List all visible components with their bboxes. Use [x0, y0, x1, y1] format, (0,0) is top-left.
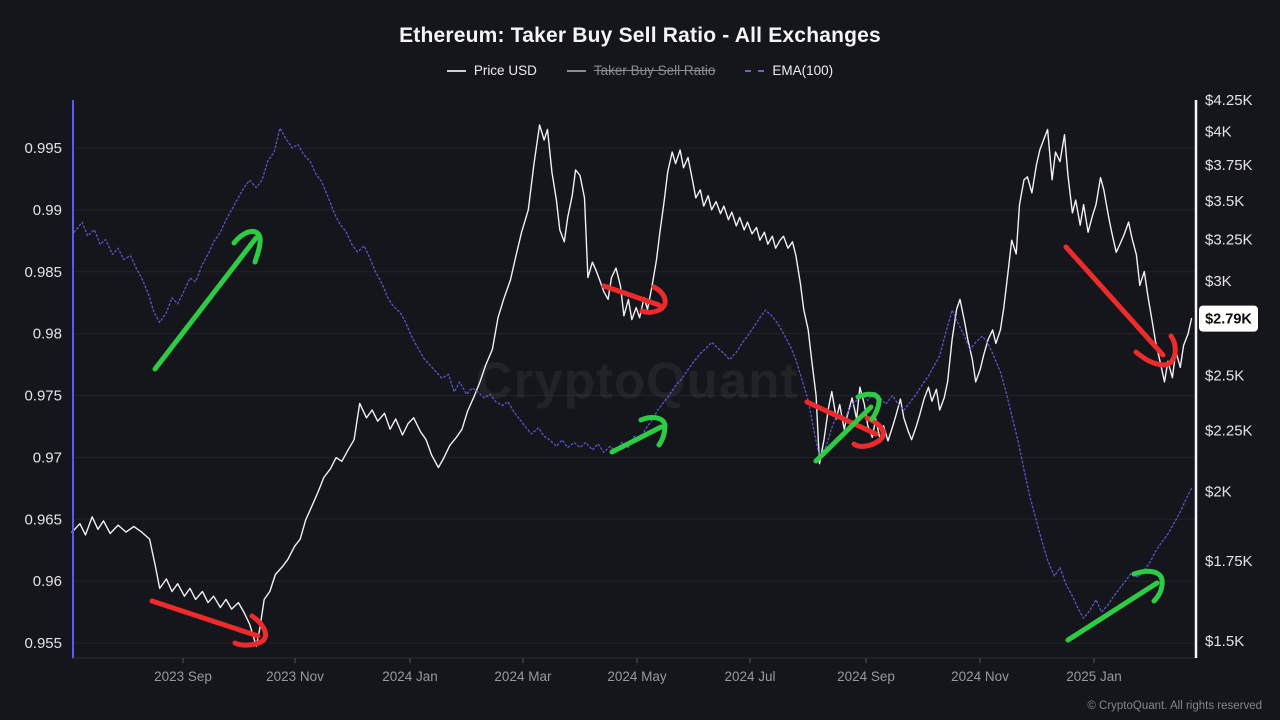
right-axis-label-$2.25K: $2.25K	[1205, 422, 1253, 439]
chart-title: Ethereum: Taker Buy Sell Ratio - All Exc…	[399, 24, 881, 47]
legend-swatch-ema-100	[745, 69, 765, 72]
x-axis-label-2025 Jan: 2025 Jan	[1066, 669, 1122, 684]
right-axis-label-$2K: $2K	[1205, 484, 1232, 501]
uptrend-arrow-4	[1065, 568, 1165, 643]
right-axis-label-$3.5K: $3.5K	[1205, 193, 1244, 210]
downtrend-arrow-3	[804, 399, 886, 449]
legend-item-taker-buy-sell-ratio[interactable]: Taker Buy Sell Ratio	[566, 63, 716, 78]
left-axis-label-0.99: 0.99	[33, 202, 62, 219]
right-axis-label-$3.25K: $3.25K	[1205, 231, 1253, 248]
left-axis-label-0.985: 0.985	[24, 264, 62, 281]
downtrend-arrow-2	[601, 283, 668, 315]
current-price-tag	[1199, 305, 1258, 332]
right-axis-label-$4.25K: $4.25K	[1205, 92, 1253, 109]
x-axis-label-2023 Sep: 2023 Sep	[154, 669, 212, 684]
legend-swatch-price-usd	[446, 69, 466, 72]
legend-label-ema-100: EMA(100)	[772, 63, 834, 78]
x-axis-label-2023 Nov: 2023 Nov	[266, 669, 324, 684]
ema-line	[73, 127, 1193, 619]
x-axis-label-2024 Mar: 2024 Mar	[494, 669, 552, 684]
legend-label-taker-buy-sell-ratio: Taker Buy Sell Ratio	[593, 63, 716, 78]
downtrend-arrow-4	[1063, 244, 1178, 368]
right-axis-label-$1.5K: $1.5K	[1205, 633, 1244, 650]
left-axis-label-0.965: 0.965	[24, 511, 62, 528]
uptrend-arrow-1	[152, 228, 263, 372]
x-axis-label-2024 Nov: 2024 Nov	[951, 669, 1009, 684]
right-axis-label-$3K: $3K	[1205, 273, 1232, 290]
right-axis-label-$1.75K: $1.75K	[1205, 553, 1253, 570]
left-axis-label-0.955: 0.955	[24, 635, 62, 652]
left-axis-label-0.98: 0.98	[33, 326, 62, 343]
right-axis-label-$2.5K: $2.5K	[1205, 368, 1244, 385]
left-axis-label-0.975: 0.975	[24, 388, 62, 405]
price-line	[71, 124, 1193, 647]
legend-swatch-taker-buy-sell-ratio	[566, 69, 586, 72]
x-axis-label-2024 Sep: 2024 Sep	[837, 669, 895, 684]
x-axis-label-2024 Jul: 2024 Jul	[724, 669, 775, 684]
legend-label-price-usd: Price USD	[473, 63, 537, 78]
uptrend-arrow-3	[813, 391, 882, 464]
right-axis-label-$3.75K: $3.75K	[1205, 157, 1253, 174]
legend: Price USD Taker Buy Sell Ratio EMA(100)	[0, 63, 1280, 78]
left-axis-label-0.96: 0.96	[33, 573, 62, 590]
watermark: CryptoQuant	[476, 352, 799, 409]
legend-item-ema-100[interactable]: EMA(100)	[745, 63, 833, 78]
current-price-tag-label: $2.79K	[1205, 312, 1252, 328]
legend-item-price-usd[interactable]: Price USD	[446, 63, 537, 78]
downtrend-arrow-1	[149, 598, 269, 648]
x-axis-label-2024 Jan: 2024 Jan	[382, 669, 438, 684]
x-axis-label-2024 May: 2024 May	[607, 669, 667, 684]
copyright-text: © CryptoQuant. All rights reserved	[1087, 700, 1262, 712]
left-axis-label-0.97: 0.97	[33, 449, 62, 466]
uptrend-arrow-2	[609, 415, 668, 455]
left-axis-label-0.995: 0.995	[24, 140, 62, 157]
right-axis-label-$4K: $4K	[1205, 123, 1232, 140]
